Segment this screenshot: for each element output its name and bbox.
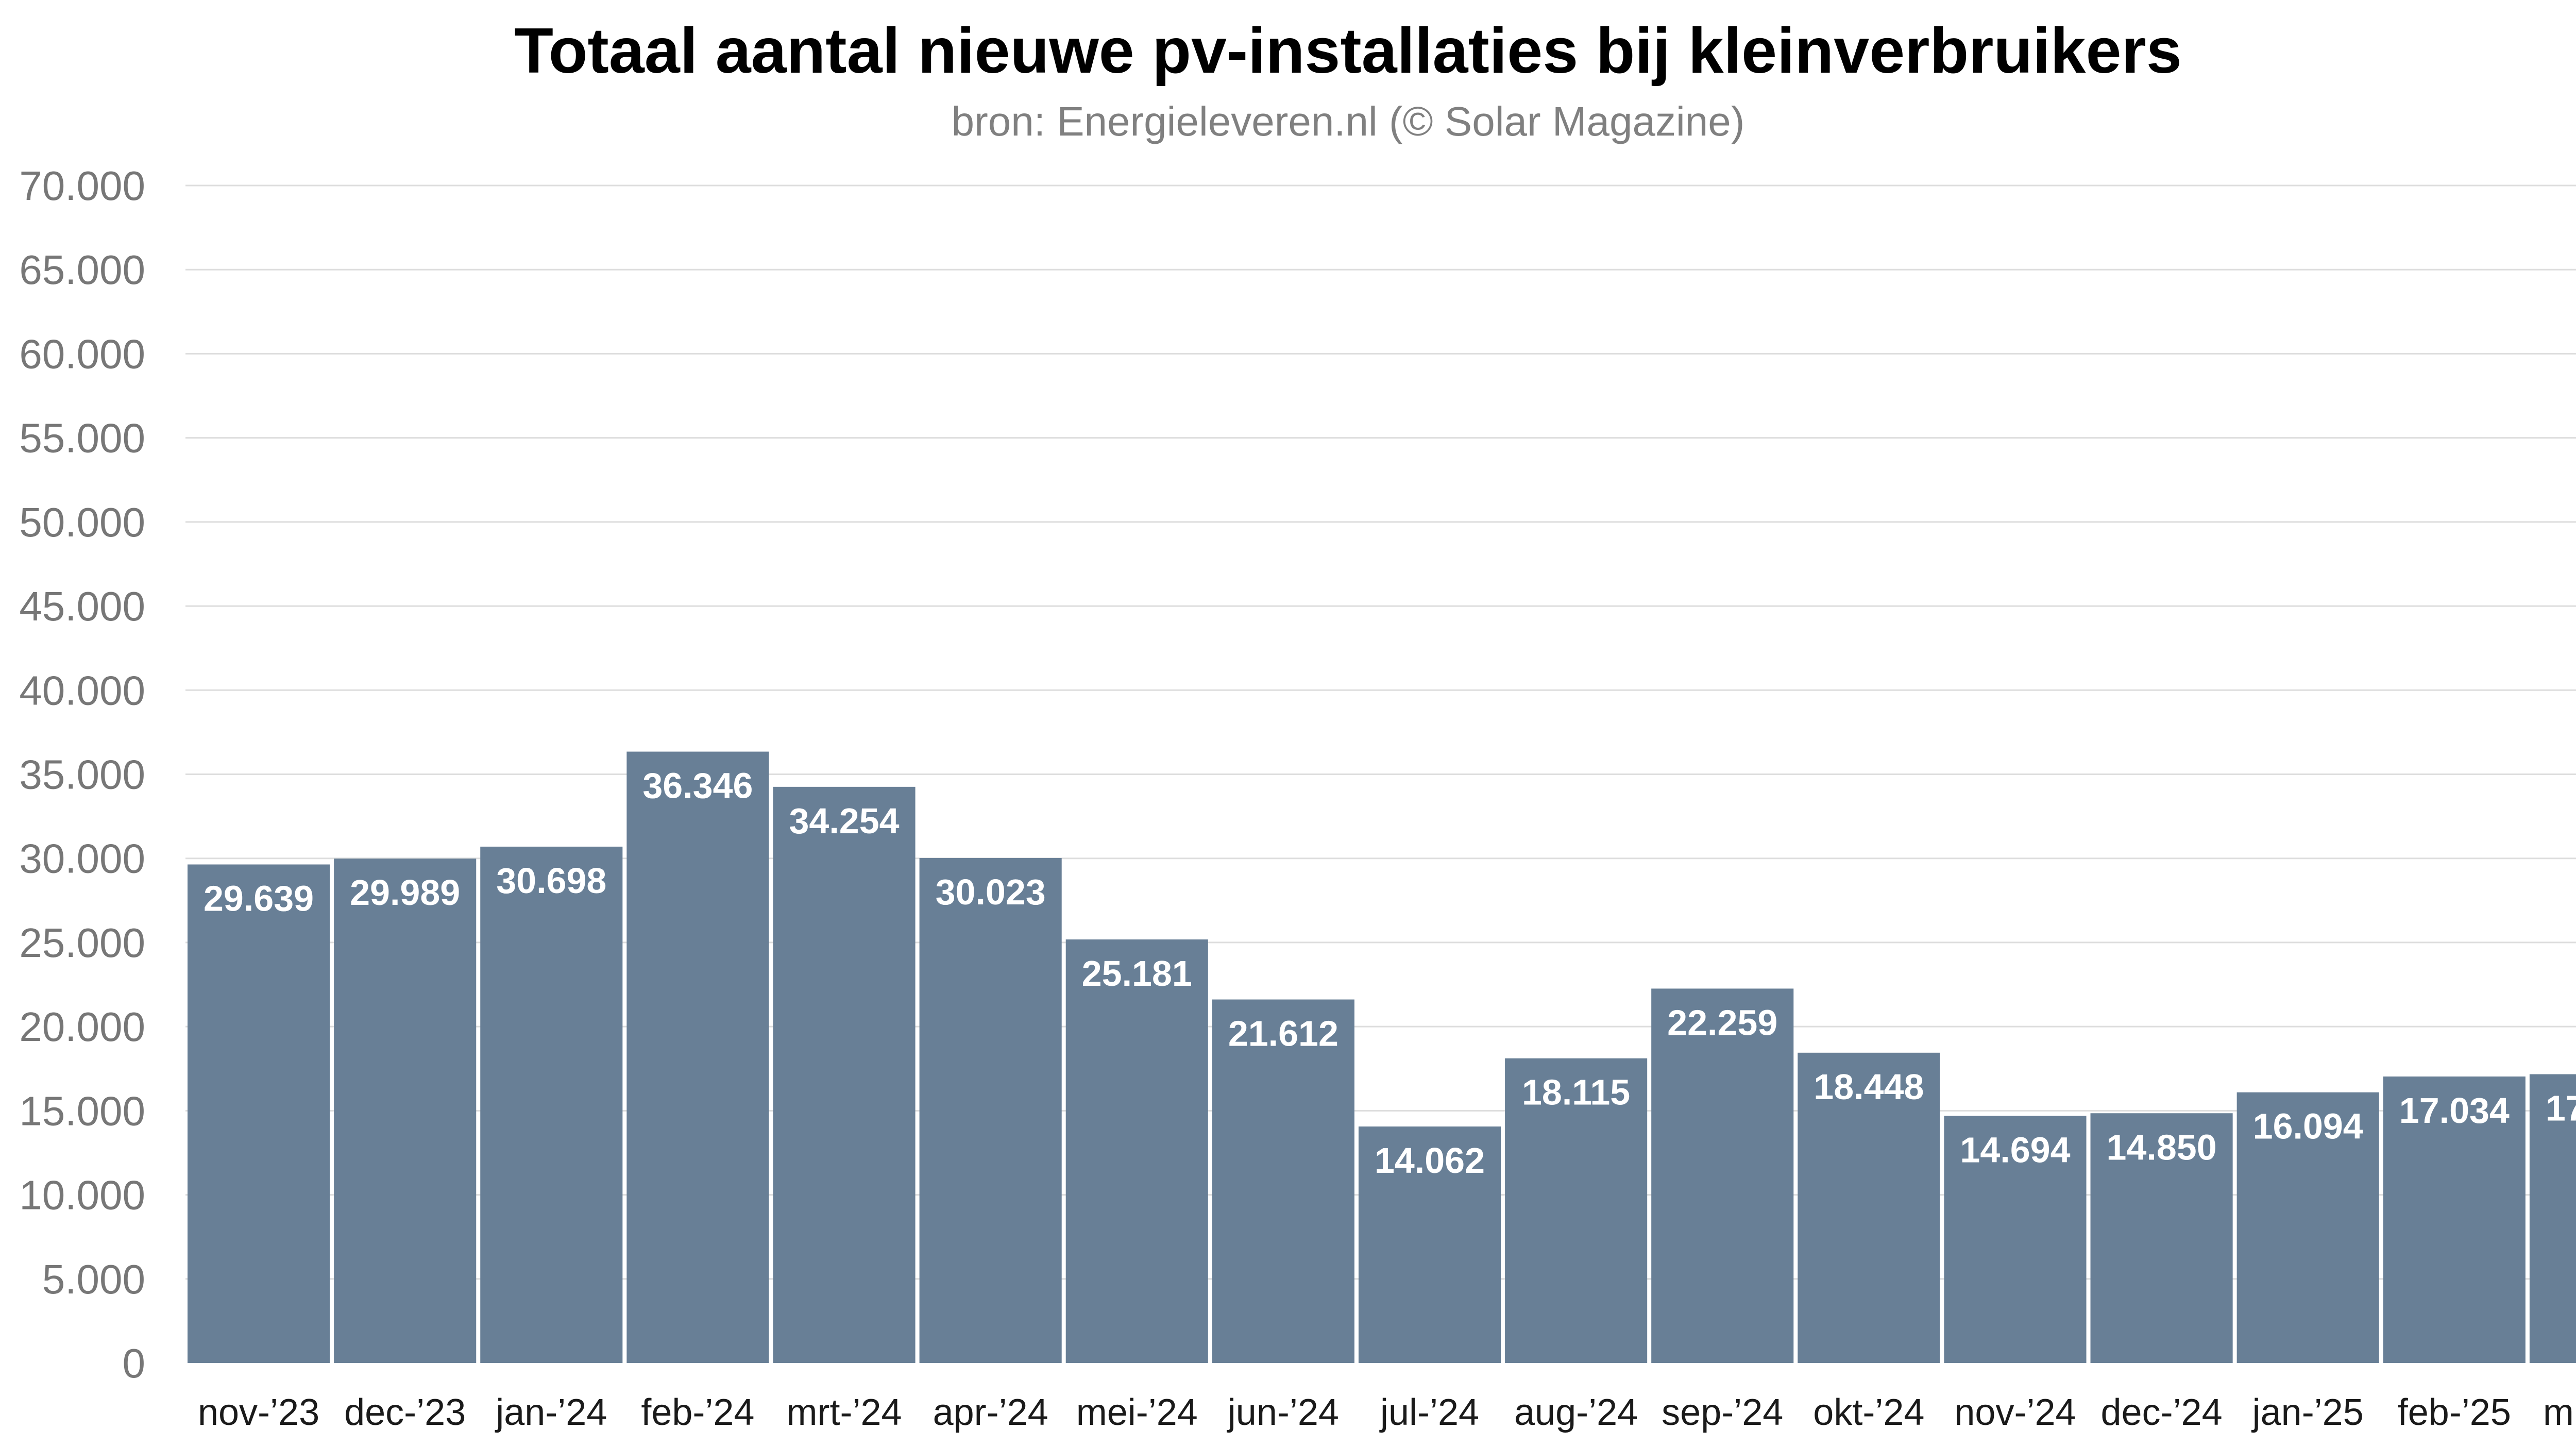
data-label: 36.346 [642,766,753,806]
x-tick-label: mrt-’24 [787,1392,902,1433]
y-tick-label: 65.000 [19,247,145,293]
data-label: 14.850 [2107,1127,2217,1167]
bar [1358,1126,1501,1363]
data-label: 14.062 [1375,1140,1485,1181]
x-tick-label: mei-’24 [1076,1392,1198,1433]
data-label: 22.259 [1667,1002,1777,1043]
bar [1798,1052,1940,1363]
bar [2383,1076,2526,1363]
x-tick-label: jan-’25 [2251,1392,2364,1433]
x-tick-label: sep-’24 [1662,1392,1783,1433]
bar [2090,1113,2233,1363]
y-tick-label: 55.000 [19,415,145,461]
data-label: 18.115 [1522,1072,1630,1113]
bar [1651,988,1794,1363]
y-tick-label: 25.000 [19,920,145,966]
y-tick-label: 15.000 [19,1088,145,1134]
x-tick-label: aug-’24 [1514,1392,1638,1433]
bar [1065,939,1208,1363]
x-axis-ticks: nov-’23 dec-’23 jan-’24 feb-’24 mrt-’24 apr-’… [198,1392,2576,1433]
data-label: 16.094 [2253,1106,2363,1147]
y-tick-label: 30.000 [19,836,145,882]
x-tick-label: mrt-’25 [2543,1392,2576,1433]
y-tick-label: 0 [123,1340,146,1386]
data-label: 18.448 [1814,1067,1924,1107]
bar [2236,1092,2379,1363]
bar [1212,999,1354,1363]
x-tick-label: okt-’24 [1813,1392,1924,1433]
data-label: 30.698 [496,861,606,901]
bar [1944,1116,2087,1363]
data-label: 29.989 [350,872,460,913]
x-tick-label: dec-’24 [2101,1392,2223,1433]
bar [919,857,1062,1363]
data-label: 25.181 [1082,953,1192,994]
x-tick-label: dec-’23 [344,1392,466,1433]
y-tick-label: 45.000 [19,583,145,629]
data-label: 17.034 [2399,1090,2510,1131]
data-label: 17.170 [2546,1088,2576,1129]
data-label: 21.612 [1228,1014,1338,1054]
bar [626,751,769,1363]
bar [480,846,623,1363]
y-tick-label: 50.000 [19,499,145,545]
y-tick-label: 20.000 [19,1004,145,1050]
y-tick-label: 10.000 [19,1172,145,1218]
y-tick-label: 35.000 [19,752,145,798]
y-tick-label: 5.000 [42,1256,145,1302]
y-axis-ticks: 0 5.000 10.000 15.000 20.000 25.000 30.000 35.0… [19,163,145,1386]
x-tick-label: apr-’24 [933,1392,1048,1433]
chart-subtitle: bron: Energieleveren.nl (© Solar Magazin… [951,98,1745,144]
x-tick-label: jun-’24 [1227,1392,1339,1433]
data-label: 34.254 [789,801,899,841]
x-tick-label: jul-’24 [1379,1392,1479,1433]
x-tick-label: jan-’24 [495,1392,607,1433]
x-tick-label: nov-’24 [1954,1392,2076,1433]
data-labels: 29.639 29.989 30.698 36.346 34.254 30.023 25.1… [204,766,2576,1181]
x-tick-label: feb-’25 [2398,1392,2511,1433]
chart-title: Totaal aantal nieuwe pv-installaties bij… [514,15,2182,87]
bars [188,751,2576,1363]
bar [773,786,916,1363]
bar [1505,1058,1648,1363]
bar [2529,1074,2576,1363]
y-tick-label: 70.000 [19,163,145,209]
x-tick-label: nov-’23 [198,1392,319,1433]
y-tick-label: 60.000 [19,331,145,377]
y-tick-label: 40.000 [19,667,145,713]
data-label: 30.023 [936,872,1046,912]
data-label: 14.694 [1960,1130,2070,1170]
data-label: 29.639 [204,878,314,918]
bar [334,859,477,1363]
bar [188,864,330,1363]
x-tick-label: feb-’24 [641,1392,754,1433]
